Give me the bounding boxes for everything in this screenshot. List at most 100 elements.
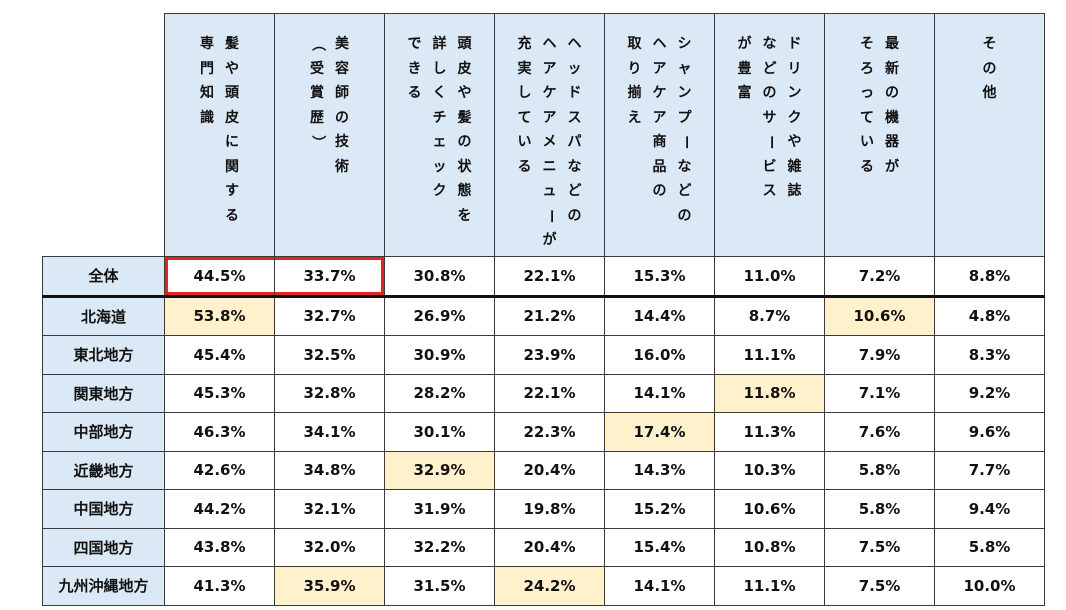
- value-cell: 4.8%: [934, 295, 1045, 336]
- value-cell: 5.8%: [824, 489, 935, 529]
- value-cell: 14.1%: [604, 373, 715, 413]
- value-cell: 11.1%: [714, 335, 825, 375]
- column-header-4: ヘッドスパなどのヘアケアメニューが充実している: [494, 13, 605, 257]
- value-cell: 22.1%: [494, 373, 605, 413]
- value-cell: 23.9%: [494, 335, 605, 375]
- value-cell: 44.2%: [164, 489, 275, 529]
- value-cell: 34.8%: [274, 450, 385, 490]
- header-line: ドリンクや雑誌: [787, 36, 802, 199]
- value-cell: 10.6%: [714, 489, 825, 529]
- column-header-5: シャンプーなどのヘアケア商品の取り揃え: [604, 13, 715, 257]
- row-label: 関東地方: [42, 373, 165, 413]
- value-cell: 7.9%: [824, 335, 935, 375]
- header-row: 髪や頭皮に関する専門知識 美容師の技術 （受賞歴） 頭皮や髪の状態を詳しくチェックでき…: [42, 13, 1045, 257]
- value-cell: 9.4%: [934, 489, 1045, 529]
- value-cell: 7.1%: [824, 373, 935, 413]
- header-line: ヘッドスパなどの: [567, 36, 582, 224]
- header-line: などのサービス: [761, 36, 778, 199]
- table-row: 東北地方 45.4% 32.5% 30.9% 23.9% 16.0% 11.1% 7.9% 8.…: [42, 335, 1045, 375]
- value-cell: 31.9%: [384, 489, 495, 529]
- row-label: 全体: [42, 256, 165, 298]
- survey-table: 髪や頭皮に関する専門知識 美容師の技術 （受賞歴） 頭皮や髪の状態を詳しくチェックでき…: [42, 13, 1045, 606]
- value-cell: 10.3%: [714, 450, 825, 490]
- header-line: 充実している: [517, 36, 532, 175]
- value-cell: 7.5%: [824, 566, 935, 606]
- column-header-1: 髪や頭皮に関する専門知識: [164, 13, 275, 257]
- value-cell: 34.1%: [274, 412, 385, 452]
- value-cell: 41.3%: [164, 566, 275, 606]
- value-cell: 32.8%: [274, 373, 385, 413]
- value-cell: 14.4%: [604, 295, 715, 336]
- table-body: 全体 44.5% 33.7% 30.8% 22.1% 15.3% 11.0% 7.2% 8.8%…: [42, 256, 1045, 606]
- table-row: 中国地方 44.2% 32.1% 31.9% 19.8% 15.2% 10.6% 5.8% 9.…: [42, 489, 1045, 529]
- header-line: 詳しくチェック: [432, 36, 447, 199]
- value-cell: 22.3%: [494, 412, 605, 452]
- value-cell: 5.8%: [934, 527, 1045, 567]
- value-cell: 8.3%: [934, 335, 1045, 375]
- value-cell: 20.4%: [494, 527, 605, 567]
- value-cell: 5.8%: [824, 450, 935, 490]
- row-label: 九州沖縄地方: [42, 566, 165, 606]
- header-line: 最新の機器が: [885, 36, 899, 175]
- row-label: 中国地方: [42, 489, 165, 529]
- value-cell: 30.1%: [384, 412, 495, 452]
- value-cell: 8.7%: [714, 295, 825, 336]
- table-row: 北海道 53.8% 32.7% 26.9% 21.2% 14.4% 8.7% 10.6% 4.8…: [42, 295, 1045, 336]
- value-cell: 44.5%: [164, 256, 275, 298]
- value-cell: 11.3%: [714, 412, 825, 452]
- value-cell: 10.8%: [714, 527, 825, 567]
- value-cell: 8.8%: [934, 256, 1045, 298]
- value-cell: 28.2%: [384, 373, 495, 413]
- value-cell: 32.1%: [274, 489, 385, 529]
- value-cell: 15.4%: [604, 527, 715, 567]
- value-cell: 45.3%: [164, 373, 275, 413]
- value-cell: 22.1%: [494, 256, 605, 298]
- header-line: ヘアケアメニューが: [541, 36, 558, 248]
- header-line: できる: [407, 36, 422, 101]
- value-cell: 33.7%: [274, 256, 385, 298]
- value-cell: 16.0%: [604, 335, 715, 375]
- value-cell: 14.3%: [604, 450, 715, 490]
- row-label: 東北地方: [42, 335, 165, 375]
- value-cell: 11.8%: [714, 373, 825, 413]
- value-cell: 42.6%: [164, 450, 275, 490]
- header-line: 専門知識: [200, 36, 214, 126]
- header-line: そろっている: [860, 36, 874, 175]
- value-cell: 10.0%: [934, 566, 1045, 606]
- value-cell: 32.9%: [384, 450, 495, 490]
- value-cell: 32.5%: [274, 335, 385, 375]
- header-line: 髪や頭皮に関する: [225, 36, 239, 224]
- value-cell: 14.1%: [604, 566, 715, 606]
- value-cell: 30.8%: [384, 256, 495, 298]
- header-line: 美容師の技術: [335, 36, 349, 175]
- value-cell: 46.3%: [164, 412, 275, 452]
- header-line: が豊富: [737, 36, 752, 101]
- value-cell: 31.5%: [384, 566, 495, 606]
- value-cell: 11.0%: [714, 256, 825, 298]
- value-cell: 9.2%: [934, 373, 1045, 413]
- column-header-6: ドリンクや雑誌などのサービスが豊富: [714, 13, 825, 257]
- row-label: 中部地方: [42, 412, 165, 452]
- column-header-2: 美容師の技術 （受賞歴）: [274, 13, 385, 257]
- header-line: （受賞歴）: [309, 37, 326, 150]
- row-label: 北海道: [42, 295, 165, 336]
- value-cell: 21.2%: [494, 295, 605, 336]
- header-line: その他: [982, 36, 997, 101]
- table-row: 九州沖縄地方 41.3% 35.9% 31.5% 24.2% 14.1% 11.1% 7.5%…: [42, 566, 1045, 606]
- value-cell: 35.9%: [274, 566, 385, 606]
- value-cell: 24.2%: [494, 566, 605, 606]
- table-row: 中部地方 46.3% 34.1% 30.1% 22.3% 17.4% 11.3% 7.6% 9.…: [42, 412, 1045, 452]
- value-cell: 17.4%: [604, 412, 715, 452]
- value-cell: 26.9%: [384, 295, 495, 336]
- value-cell: 7.7%: [934, 450, 1045, 490]
- header-line: 頭皮や髪の状態を: [457, 36, 472, 224]
- value-cell: 9.6%: [934, 412, 1045, 452]
- table-row: 近畿地方 42.6% 34.8% 32.9% 20.4% 14.3% 10.3% 5.8% 7.…: [42, 450, 1045, 490]
- value-cell: 10.6%: [824, 295, 935, 336]
- header-line: 取り揃え: [627, 36, 642, 126]
- value-cell: 19.8%: [494, 489, 605, 529]
- table-row: 四国地方 43.8% 32.0% 32.2% 20.4% 15.4% 10.8% 7.5% 5.…: [42, 527, 1045, 567]
- value-cell: 7.2%: [824, 256, 935, 298]
- value-cell: 45.4%: [164, 335, 275, 375]
- table-row: 全体 44.5% 33.7% 30.8% 22.1% 15.3% 11.0% 7.2% 8.8%: [42, 256, 1045, 298]
